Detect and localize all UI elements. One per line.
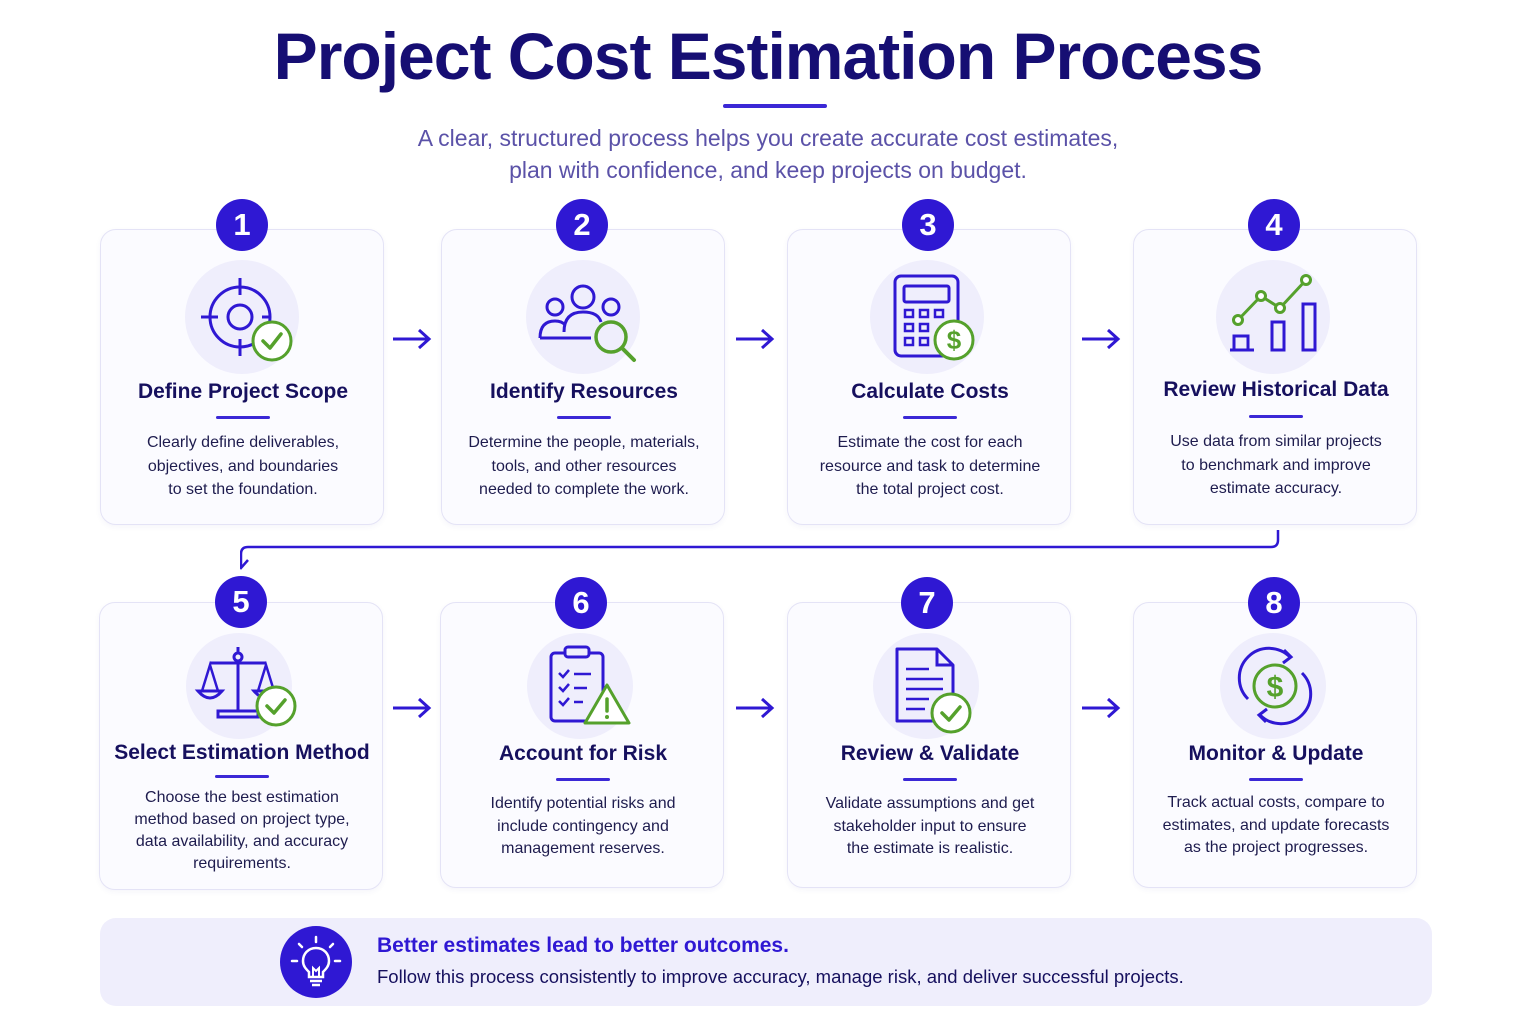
- step-card-8: $ Monitor & Update Track actual costs, c…: [1133, 602, 1417, 888]
- step-icon-7: [873, 633, 979, 739]
- desc-line: Identify potential risks and: [490, 795, 676, 812]
- step-icon-1: [185, 260, 299, 374]
- step-title-2: Identify Resources: [490, 380, 678, 403]
- step-icon-6: [527, 633, 633, 739]
- desc-line: Track actual costs, compare to: [1167, 794, 1385, 811]
- step-title-1: Define Project Scope: [137, 380, 349, 403]
- desc-line: as the project progresses.: [1183, 839, 1369, 856]
- subtitle-line-1: A clear, structured process helps you cr…: [417, 125, 1119, 151]
- desc-line: include contingency and: [497, 817, 669, 835]
- document-check-icon: [895, 647, 972, 734]
- desc-line: estimates, and update forecasts: [1162, 816, 1390, 834]
- desc-line: Determine the people, materials,: [468, 434, 700, 451]
- desc-line: Choose the best estimation: [145, 789, 339, 806]
- step-icon-3: $: [870, 260, 984, 374]
- step-title-3: Calculate Costs: [851, 380, 1009, 403]
- step-title-7: Review & Validate: [840, 742, 1020, 765]
- step-underline-7: [903, 778, 957, 781]
- step-title-8: Monitor & Update: [1188, 742, 1364, 765]
- banner-text: Follow this process consistently to impr…: [377, 966, 1184, 987]
- step-card-5: Select Estimation Method Choose the best…: [99, 602, 383, 890]
- desc-line: Estimate the cost for each: [837, 434, 1023, 451]
- arrow-right-icon: [736, 697, 775, 719]
- lightbulb-icon: [280, 926, 352, 998]
- subtitle-line-2: plan with confidence, and keep projects …: [509, 157, 1027, 183]
- desc-line: to set the foundation.: [168, 481, 318, 498]
- title-underline: [723, 104, 827, 108]
- step-icon-5: [186, 633, 297, 739]
- step-badge-4: 4: [1248, 199, 1300, 251]
- desc-line: tools, and other resources: [491, 457, 677, 475]
- step-underline-8: [1249, 778, 1303, 781]
- step-card-3: $ Calculate Costs Estimate the cost for …: [787, 229, 1071, 525]
- desc-line: the estimate is realistic.: [846, 840, 1014, 857]
- desc-line: Validate assumptions and get: [825, 795, 1035, 812]
- step-card-7: Review & Validate Validate assumptions a…: [787, 602, 1071, 888]
- step-title-6: Account for Risk: [498, 742, 668, 765]
- step-title-5: Select Estimation Method: [114, 741, 370, 764]
- step-card-2: Identify Resources Determine the people,…: [441, 229, 725, 525]
- step-badge-7: 7: [901, 577, 953, 629]
- arrow-right-icon: [393, 697, 432, 719]
- step-description-4: Use data from similar projects to benchm…: [1152, 430, 1400, 501]
- step-card-1: Define Project Scope Clearly define deli…: [100, 229, 384, 525]
- target-check-icon: [201, 278, 293, 362]
- desc-line: stakeholder input to ensure: [833, 817, 1027, 835]
- step-badge-1: 1: [216, 199, 268, 251]
- desc-line: objectives, and boundaries: [147, 457, 339, 475]
- desc-line: Use data from similar projects: [1170, 433, 1382, 450]
- chart-trend-icon: [1230, 274, 1317, 352]
- step-underline-6: [556, 778, 610, 781]
- arrow-right-icon: [393, 328, 432, 350]
- step-description-7: Validate assumptions and get stakeholder…: [806, 793, 1054, 861]
- desc-line: the total project cost.: [856, 481, 1004, 498]
- step-description-8: Track actual costs, compare to estimates…: [1152, 792, 1400, 860]
- desc-line: method based on project type,: [134, 811, 350, 828]
- page-subtitle: A clear, structured process helps you cr…: [268, 122, 1268, 186]
- page-title: Project Cost Estimation Process: [273, 19, 1264, 93]
- people-search-icon: [538, 284, 636, 362]
- summary-banner: Better estimates lead to better outcomes…: [100, 918, 1432, 1006]
- step-title-4: Review Historical Data: [1163, 378, 1389, 401]
- step-badge-2: 2: [556, 199, 608, 251]
- desc-line: to benchmark and improve: [1181, 456, 1371, 474]
- step-description-2: Determine the people, materials, tools, …: [460, 431, 708, 502]
- step-description-3: Estimate the cost for each resource and …: [806, 431, 1054, 502]
- svg-text:$: $: [947, 325, 962, 355]
- step-underline-4: [1249, 415, 1303, 418]
- banner-headline: Better estimates lead to better outcomes…: [377, 934, 789, 957]
- calculator-dollar-icon: $: [893, 274, 975, 361]
- desc-line: requirements.: [193, 855, 291, 872]
- step-description-6: Identify potential risks and include con…: [459, 793, 707, 861]
- step-badge-5: 5: [215, 576, 267, 628]
- svg-text:$: $: [1267, 671, 1284, 704]
- desc-line: Clearly define deliverables,: [146, 434, 340, 451]
- step-underline-5: [215, 775, 269, 778]
- step-icon-2: [526, 260, 640, 374]
- step-icon-4: [1216, 260, 1330, 374]
- desc-line: data availability, and accuracy: [135, 833, 349, 850]
- desc-line: management reserves.: [501, 840, 665, 857]
- arrow-right-icon: [1082, 328, 1121, 350]
- step-description-5: Choose the best estimation method based …: [118, 787, 366, 875]
- scale-check-icon: [194, 647, 297, 727]
- step-card-4: Review Historical Data Use data from sim…: [1133, 229, 1417, 525]
- step-icon-8: $: [1220, 633, 1326, 739]
- step-badge-3: 3: [902, 199, 954, 251]
- dollar-cycle-icon: $: [1237, 646, 1313, 726]
- row-connector-arrow: [240, 530, 1280, 570]
- step-badge-6: 6: [555, 577, 607, 629]
- step-card-6: Account for Risk Identify potential risk…: [440, 602, 724, 888]
- step-description-1: Clearly define deliverables, objectives,…: [119, 431, 367, 502]
- arrow-right-icon: [736, 328, 775, 350]
- desc-line: needed to complete the work.: [479, 481, 689, 498]
- desc-line: resource and task to determine: [819, 457, 1041, 475]
- desc-line: estimate accuracy.: [1209, 480, 1343, 497]
- clipboard-warning-icon: [549, 645, 631, 725]
- step-badge-8: 8: [1248, 577, 1300, 629]
- step-underline-1: [216, 416, 270, 419]
- step-underline-2: [557, 416, 611, 419]
- step-underline-3: [903, 416, 957, 419]
- arrow-right-icon: [1082, 697, 1121, 719]
